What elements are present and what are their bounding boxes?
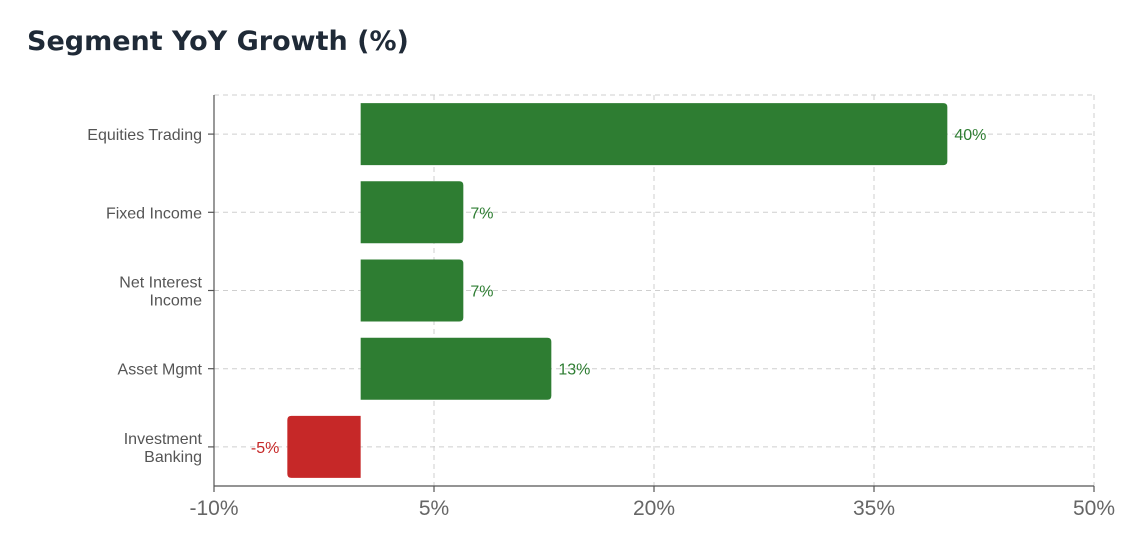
category-label-line: Equities Trading: [87, 127, 202, 144]
x-tick-label: 5%: [419, 497, 449, 520]
bar-layer: [287, 103, 948, 478]
chart-title: Segment YoY Growth (%): [27, 26, 409, 57]
bar: [360, 103, 948, 166]
category-label: Net Interest Income: [119, 275, 202, 310]
label-layer: 40% Equities Trading 7% Fixed Income 7% Net I…: [87, 127, 1115, 520]
category-label-line: Banking: [144, 449, 202, 466]
category-label-line: Fixed Income: [106, 205, 202, 222]
category-label-line: Asset Mgmt: [118, 362, 203, 379]
bar-value-label: 40%: [954, 127, 986, 144]
category-label-line: Income: [150, 293, 203, 310]
x-tick-label: 50%: [1073, 497, 1115, 520]
x-tick-label: 20%: [633, 497, 675, 520]
category-label: Fixed Income: [106, 205, 202, 222]
bar: [287, 415, 361, 478]
category-label: Equities Trading: [87, 127, 202, 144]
bar-value-label: 7%: [470, 205, 493, 222]
bar: [360, 181, 464, 244]
bar-value-label: 7%: [470, 284, 493, 301]
bar: [360, 259, 464, 322]
bar-value-label: 13%: [558, 362, 590, 379]
axis-layer: [208, 95, 1095, 492]
x-tick-label: 35%: [853, 497, 895, 520]
category-label-line: Net Interest: [119, 275, 202, 292]
x-tick-label: -10%: [189, 497, 238, 520]
bar: [360, 337, 552, 400]
bar-value-label: -5%: [251, 440, 279, 457]
category-label: Asset Mgmt: [118, 362, 203, 379]
category-label: Investment Banking: [124, 431, 203, 466]
category-label-line: Investment: [124, 431, 203, 448]
